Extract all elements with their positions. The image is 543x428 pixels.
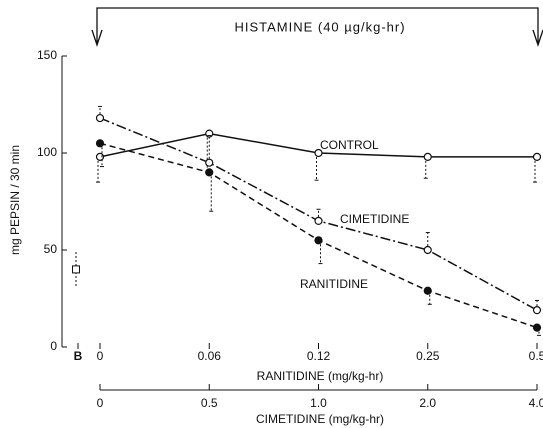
histamine-bracket [91,7,543,48]
x2-tick-label: 0 [97,396,104,410]
y-tick-label: 100 [37,145,57,159]
point [205,168,214,177]
point [95,113,105,123]
y-tick-label: 0 [50,339,57,353]
x2-tick-label: 1.0 [310,396,327,410]
x-tick-label: 0.06 [198,349,222,363]
point [314,236,323,245]
point [532,152,542,161]
x-tick-label: 0 [97,349,104,363]
series-line [99,142,538,329]
x-tick-label: 0.25 [416,349,440,363]
point [314,148,323,158]
x-tick-label: 0.12 [307,349,331,363]
point [532,306,542,315]
annotation: HISTAMINE (40 µg/kg-hr) [234,19,405,34]
point [205,158,214,167]
y-axis-label: mg PEPSIN / 30 min [8,145,22,255]
series-label: CIMETIDINE [340,212,409,226]
basal-marker [72,265,80,274]
point [423,286,432,295]
x2-tick-label: 0.5 [201,396,218,410]
y-tick-label: 150 [37,48,57,62]
point [95,139,105,148]
x2-tick-label: 4.0 [529,396,543,410]
x2-tick-label: 2.0 [419,396,436,410]
y-tick-label: 50 [44,242,58,256]
x-axis-label: RANITIDINE (mg/kg-hr) [257,369,384,383]
series-label: RANITIDINE [300,277,368,291]
point [314,216,323,225]
x2-axis-label: CIMETIDINE (mg/kg-hr) [256,412,384,426]
point [423,152,432,161]
point [95,152,105,161]
x-tick-label: B [74,349,83,363]
x-tick-label: 0.5 [529,349,543,363]
point [205,129,214,138]
point [423,245,432,255]
series-label: CONTROL [320,138,379,152]
point [532,323,542,332]
